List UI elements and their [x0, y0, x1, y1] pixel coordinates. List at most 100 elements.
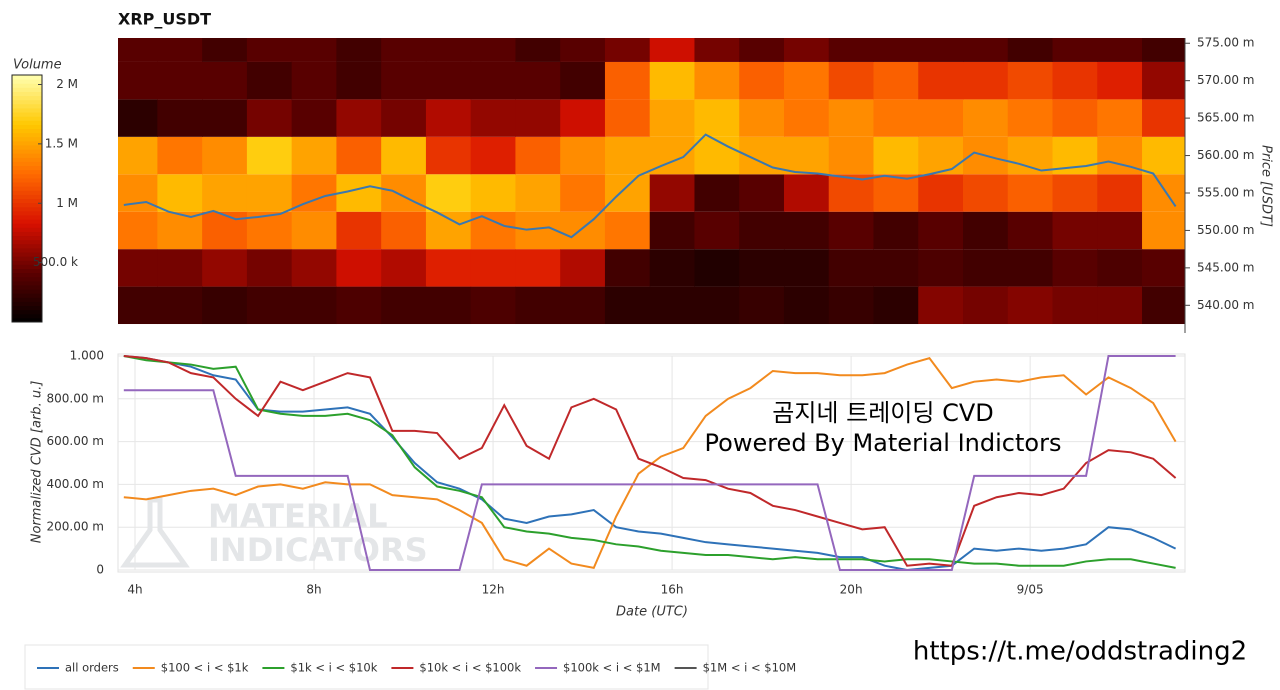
colorbar-swatch	[12, 190, 42, 195]
heat-cell	[425, 99, 472, 137]
colorbar-swatch	[12, 293, 42, 298]
heat-cell	[1097, 99, 1143, 137]
watermark: INDICATORS	[208, 531, 428, 569]
heat-cell	[336, 286, 382, 325]
heat-cell	[515, 249, 561, 287]
cvd-line	[123, 355, 1176, 571]
heat-cell	[336, 99, 382, 137]
colorbar-swatch	[12, 153, 42, 158]
colorbar-swatch	[12, 297, 42, 302]
colorbar-swatch	[12, 272, 42, 278]
heat-cell	[873, 99, 919, 137]
heat-cell	[604, 249, 651, 287]
heat-cell	[1142, 99, 1185, 137]
heat-cell	[425, 136, 472, 175]
heat-cell	[381, 174, 427, 212]
heat-cell	[1142, 38, 1185, 62]
heat-cell	[649, 61, 695, 100]
heat-cell	[157, 211, 203, 250]
watermark-logo	[120, 497, 190, 568]
heat-cell	[291, 249, 337, 287]
heat-cell	[1142, 286, 1185, 325]
colorbar-tick-label: 1.5 M	[45, 136, 78, 150]
heat-cell	[873, 136, 919, 175]
y2-tick-label: 575.00 m	[1197, 36, 1255, 50]
heat-cell	[783, 99, 830, 137]
heat-cell	[873, 38, 919, 62]
heat-cell	[515, 38, 561, 62]
heat-cell	[470, 286, 516, 325]
heat-cell	[560, 249, 606, 287]
heat-cell	[739, 211, 785, 250]
heat-cell	[649, 211, 695, 250]
legend-label: $1M < i < $10M	[703, 661, 797, 675]
heat-cell	[202, 249, 248, 287]
heat-cell	[963, 99, 1009, 137]
heat-cell	[694, 61, 740, 100]
heat-cell	[470, 174, 516, 212]
heat-cell	[1007, 286, 1054, 325]
y-axis-label: Normalized CVD [arb. u.]	[30, 381, 45, 544]
colorbar-swatch	[12, 235, 42, 241]
colorbar-swatch	[12, 140, 42, 146]
heat-cell	[291, 211, 337, 250]
colorbar-swatch	[12, 313, 42, 319]
colorbar-swatch	[12, 256, 42, 261]
cvd-line	[123, 355, 1176, 569]
heat-cell	[515, 174, 561, 212]
heat-cell	[694, 174, 740, 212]
colorbar-swatch	[12, 284, 42, 290]
colorbar-swatch	[12, 223, 42, 228]
colorbar-tick-label: 500.0 k	[33, 255, 78, 269]
heat-cell	[1052, 61, 1098, 100]
price-line	[123, 133, 1177, 239]
heat-cell	[470, 249, 516, 287]
heat-cell	[515, 136, 561, 175]
heat-cell	[1097, 174, 1143, 212]
heat-cell	[560, 99, 606, 137]
heat-cell	[515, 211, 561, 250]
heat-cell	[202, 211, 248, 250]
heat-cell	[560, 174, 606, 212]
colorbar-swatch	[12, 206, 42, 212]
heat-cell	[381, 61, 427, 100]
x-tick-label: 9/05	[1017, 583, 1044, 597]
heat-cell	[739, 174, 785, 212]
heat-cell	[739, 38, 785, 62]
heat-cell	[202, 61, 248, 100]
heat-cell	[1007, 174, 1054, 212]
x-tick-label: 16h	[661, 583, 684, 597]
heat-cell	[918, 136, 964, 175]
heat-cell	[963, 38, 1009, 62]
heat-cell	[291, 38, 337, 62]
colorbar-swatch	[12, 289, 42, 294]
heat-cell	[649, 38, 695, 62]
colorbar-swatch	[12, 252, 42, 257]
heat-cell	[425, 174, 472, 212]
heat-cell	[694, 136, 740, 175]
colorbar-swatch	[12, 264, 42, 269]
heat-cell	[963, 174, 1009, 212]
heat-cell	[604, 38, 651, 62]
heat-cell	[828, 61, 874, 100]
colorbar-swatch	[12, 260, 42, 265]
heat-cell	[118, 136, 158, 175]
heat-cell	[425, 249, 472, 287]
heat-cell	[828, 38, 874, 62]
heat-cell	[918, 211, 964, 250]
heat-cell	[291, 136, 337, 175]
colorbar-swatch	[12, 317, 42, 323]
heat-cell	[1007, 249, 1054, 287]
colorbar-swatch	[12, 169, 42, 175]
heat-cell	[381, 38, 427, 62]
heat-cell	[604, 136, 651, 175]
colorbar-swatch	[12, 165, 42, 171]
heat-cell	[1142, 211, 1185, 250]
heat-cell	[291, 286, 337, 325]
heat-cell	[336, 136, 382, 175]
heat-cell	[828, 249, 874, 287]
heat-cell	[694, 211, 740, 250]
heat-cell	[291, 61, 337, 100]
heat-cell	[202, 174, 248, 212]
